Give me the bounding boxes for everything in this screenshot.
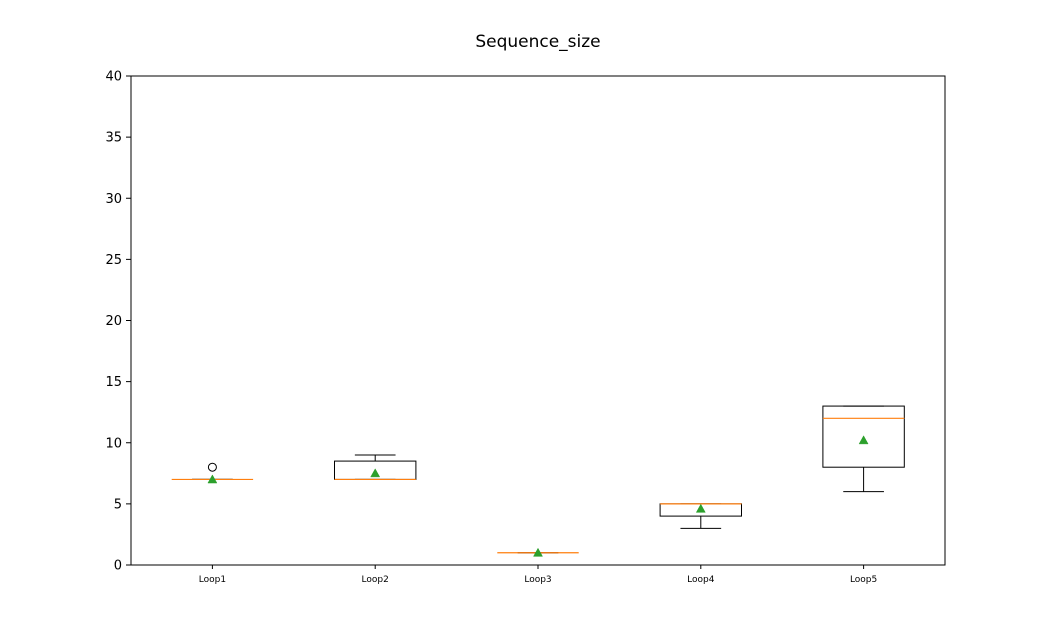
mean-marker <box>533 547 543 557</box>
box-loop3 <box>497 547 579 557</box>
plot-marks <box>171 405 905 557</box>
y-tick-label: 10 <box>105 436 122 451</box>
x-tick-label: Loop3 <box>524 575 551 585</box>
y-tick-label: 30 <box>105 192 122 207</box>
y-tick-label: 40 <box>105 70 122 85</box>
mean-marker <box>370 468 381 478</box>
x-tick-label: Loop4 <box>687 575 715 585</box>
outlier-point <box>207 462 217 472</box>
mean-marker <box>207 474 218 484</box>
box-loop2 <box>334 454 417 481</box>
mean-marker <box>695 503 706 513</box>
y-tick-label: 35 <box>105 131 122 146</box>
x-tick-label: Loop2 <box>362 575 389 585</box>
chart-title: Sequence_size <box>475 32 600 52</box>
y-tick-label: 0 <box>114 559 122 574</box>
y-tick-label: 5 <box>114 497 122 512</box>
box-loop5 <box>822 405 905 493</box>
box-loop4 <box>659 503 742 529</box>
y-tick-label: 15 <box>105 375 122 390</box>
x-axis: Loop1 Loop2 Loop3 Loop4 Loop5 <box>199 565 877 585</box>
x-tick-label: Loop5 <box>850 575 877 585</box>
box-iqr <box>822 405 905 468</box>
y-axis: 0 5 10 15 20 25 30 35 40 <box>105 70 131 574</box>
y-tick-label: 25 <box>105 253 122 268</box>
x-tick-label: Loop1 <box>199 575 226 585</box>
mean-marker <box>858 435 869 445</box>
y-tick-label: 20 <box>105 314 122 329</box>
box-loop1 <box>171 462 254 484</box>
plot-frame <box>130 75 946 566</box>
